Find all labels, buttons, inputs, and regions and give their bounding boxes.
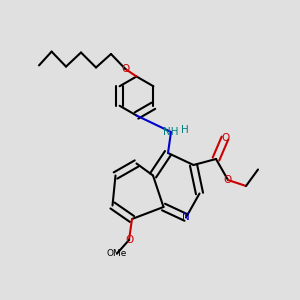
Text: O: O: [121, 64, 130, 74]
Text: N: N: [182, 212, 190, 223]
Text: O: O: [125, 235, 133, 245]
Text: H: H: [181, 125, 188, 136]
Text: NH: NH: [163, 127, 179, 137]
Text: O: O: [221, 133, 229, 143]
Text: OMe: OMe: [107, 249, 127, 258]
Text: O: O: [224, 175, 232, 185]
